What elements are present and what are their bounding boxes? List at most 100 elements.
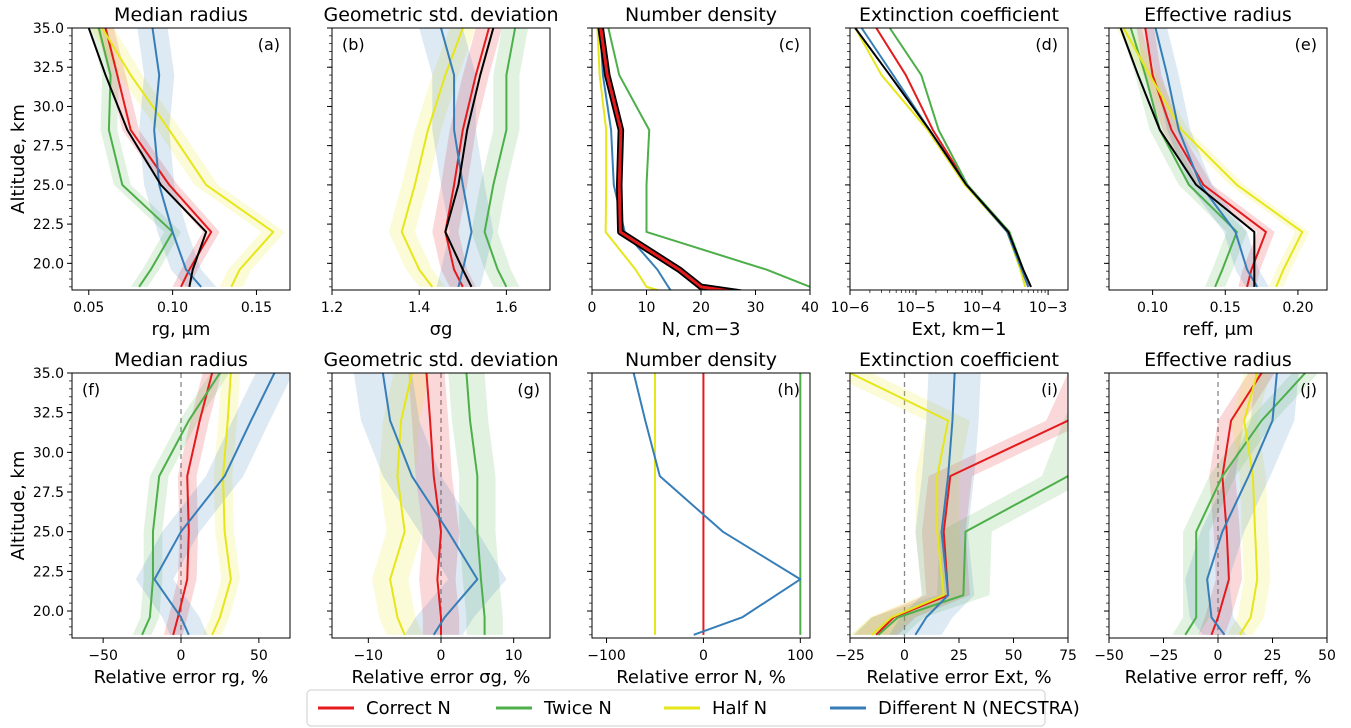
band-twice <box>1172 373 1319 635</box>
x-tick-label: 10−5 <box>897 300 935 316</box>
series-line-correct <box>104 28 213 288</box>
axes-frame <box>1108 27 1328 291</box>
x-axis-label: N, cm−3 <box>662 319 741 340</box>
panel-letter: (g) <box>517 380 540 399</box>
series-line-different <box>599 28 672 290</box>
axes-frame <box>591 372 811 639</box>
axes-frame <box>331 27 551 291</box>
x-axis-label: σg <box>430 319 453 340</box>
legend: Correct N Twice N Half N Different N (NECST… <box>306 689 1080 727</box>
x-tick-label: 1.4 <box>408 300 430 316</box>
series-line-half <box>596 28 662 290</box>
series-line-different <box>914 373 956 636</box>
series-line-twice <box>877 473 1068 636</box>
y-tick-label: 32.5 <box>33 406 64 422</box>
panel-letter: (b) <box>342 35 365 54</box>
x-axis-label: reff, μm <box>1183 319 1254 340</box>
panel-i: −25 0 25 50 75 Extinction coefficient (i) Relat… <box>835 349 1077 688</box>
x-tick-label: 0 <box>699 648 708 664</box>
x-tick-label: 30 <box>747 300 765 316</box>
series-line-twice <box>97 28 174 288</box>
x-tick-label: −25 <box>835 648 865 664</box>
y-tick-label: 22.5 <box>33 564 64 580</box>
band-twice <box>852 411 1068 635</box>
x-axis-label: rg, μm <box>152 319 211 340</box>
y-tick-label: 30.0 <box>33 445 64 461</box>
panel-title: Extinction coefficient <box>859 349 1059 371</box>
panel-title: Geometric std. deviation <box>323 4 558 26</box>
x-tick-label: 40 <box>801 300 819 316</box>
y-tick-label: 35.0 <box>33 366 64 382</box>
x-tick-label: 10−6 <box>831 300 870 316</box>
panel-letter: (a) <box>258 35 280 54</box>
x-tick-label: 50 <box>1318 648 1336 664</box>
panel-title: Effective radius <box>1144 349 1292 371</box>
x-tick-label: 20 <box>692 300 710 316</box>
panel-d: 10−6 10−5 10−4 10−3 Extinction coefficient (d… <box>831 4 1069 340</box>
x-tick-label: −50 <box>1094 648 1124 664</box>
series-line-half <box>211 373 232 636</box>
panel-letter: (d) <box>1035 35 1058 54</box>
panel-title: Geometric std. deviation <box>323 349 558 371</box>
plot-area <box>854 28 1032 288</box>
band-correct <box>1136 28 1275 287</box>
series-line-twice <box>1129 28 1238 288</box>
legend-label-different: Different N (NECSTRA) <box>878 698 1080 719</box>
band-half <box>850 373 970 635</box>
series-line-correct <box>425 373 442 635</box>
band-correct <box>163 373 222 635</box>
panel-e: 0.10 0.15 0.20 Effective radius(e) reff, μm <box>1104 4 1328 340</box>
panel-letter: (e) <box>1295 35 1317 54</box>
series-line-twice <box>141 373 221 636</box>
axes-frame <box>71 27 291 291</box>
band-twice <box>448 373 503 635</box>
panel-title: Effective radius <box>1144 4 1292 26</box>
x-tick-label: 10 <box>505 648 523 664</box>
y-tick-label: 25.0 <box>33 178 64 194</box>
band-twice <box>132 373 230 635</box>
band-different <box>889 373 981 635</box>
legend-label-correct: Correct N <box>366 698 451 719</box>
axes-frame <box>591 27 811 291</box>
series-line-different <box>1154 28 1259 288</box>
x-tick-label: −10 <box>354 648 384 664</box>
series-line-twice <box>465 373 486 635</box>
plot-area <box>850 373 1068 638</box>
band-correct <box>854 373 1068 635</box>
plot-area <box>1172 373 1319 638</box>
x-axis-label: Relative error rg, % <box>94 667 269 688</box>
x-tick-label: 0.10 <box>1137 300 1168 316</box>
y-tick-label: 32.5 <box>33 60 64 76</box>
band-correct <box>97 28 220 287</box>
panel-letter: (f) <box>82 380 100 399</box>
series-line-different <box>1206 373 1278 636</box>
panel-title: Median radius <box>114 4 248 26</box>
y-axis-label: Altitude, km <box>8 451 29 561</box>
series-line-twice <box>888 28 1032 288</box>
x-axis-label: Relative error N, % <box>616 667 786 688</box>
y-tick-label: 22.5 <box>33 217 64 233</box>
plot-area <box>596 28 810 290</box>
y-tick-label: 27.5 <box>33 139 64 155</box>
x-axis-label: Relative error reff, % <box>1125 667 1312 688</box>
y-tick-label: 20.0 <box>33 256 64 272</box>
x-tick-label: 25 <box>1264 648 1282 664</box>
series-line-half <box>854 28 1027 288</box>
x-tick-label: 50 <box>1005 648 1023 664</box>
x-axis-label: Relative error Ext, % <box>866 667 1051 688</box>
plot-area <box>353 373 507 638</box>
series-line-different <box>153 373 276 636</box>
panel-letter: (j) <box>1300 380 1317 399</box>
x-tick-label: 1.6 <box>495 300 517 316</box>
panel-c: 0 10 20 30 40 Number density(c) N, cm−3 <box>587 4 819 340</box>
band-correct <box>408 373 460 635</box>
panel-letter: (h) <box>777 380 800 399</box>
x-tick-label: 1.2 <box>321 300 343 316</box>
x-tick-label: 75 <box>1059 648 1077 664</box>
x-tick-label: 10−3 <box>1029 300 1067 316</box>
series-line-different <box>151 28 202 288</box>
series-line-half <box>400 28 464 288</box>
y-tick-label: 35.0 <box>33 21 64 37</box>
x-axis-label: Ext, km−1 <box>911 319 1006 340</box>
